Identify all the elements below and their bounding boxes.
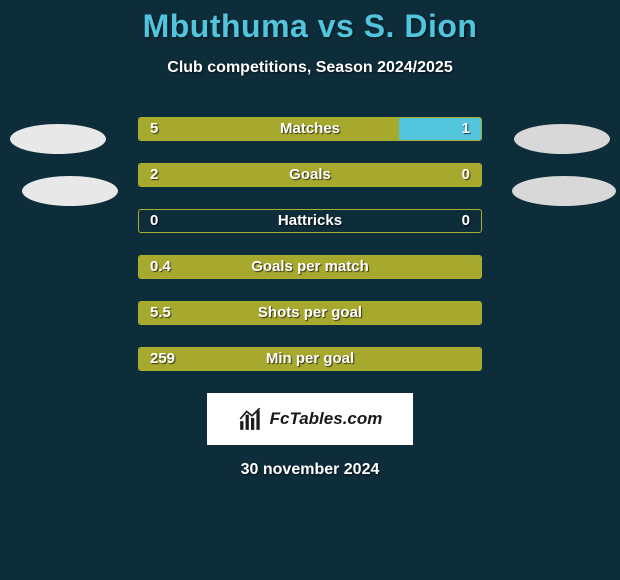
left-value: 259 (150, 347, 175, 371)
left-value: 0.4 (150, 255, 171, 279)
brand-badge[interactable]: FcTables.com (207, 393, 413, 445)
metric-row: 20Goals (0, 163, 620, 187)
left-bar (139, 118, 399, 140)
page-title: Mbuthuma vs S. Dion (0, 0, 620, 45)
left-value: 5 (150, 117, 158, 141)
bar-track (138, 209, 482, 233)
bar-track (138, 301, 482, 325)
bar-track (138, 117, 482, 141)
metric-row: 259Min per goal (0, 347, 620, 371)
right-value: 0 (462, 209, 470, 233)
left-bar (139, 256, 481, 278)
left-bar (139, 302, 481, 324)
bar-track (138, 163, 482, 187)
left-value: 0 (150, 209, 158, 233)
left-value: 2 (150, 163, 158, 187)
metric-row: 5.5Shots per goal (0, 301, 620, 325)
brand-text: FcTables.com (270, 409, 383, 429)
metric-row: 00Hattricks (0, 209, 620, 233)
brand-chart-icon (238, 406, 264, 432)
bar-track (138, 347, 482, 371)
right-value: 0 (462, 163, 470, 187)
right-value: 1 (462, 117, 470, 141)
footer-date: 30 november 2024 (0, 461, 620, 479)
metric-row: 0.4Goals per match (0, 255, 620, 279)
metric-row: 51Matches (0, 117, 620, 141)
comparison-chart: 51Matches20Goals00Hattricks0.4Goals per … (0, 117, 620, 371)
left-value: 5.5 (150, 301, 171, 325)
bar-track (138, 255, 482, 279)
left-bar (139, 348, 481, 370)
left-bar (139, 164, 481, 186)
subtitle: Club competitions, Season 2024/2025 (0, 59, 620, 77)
